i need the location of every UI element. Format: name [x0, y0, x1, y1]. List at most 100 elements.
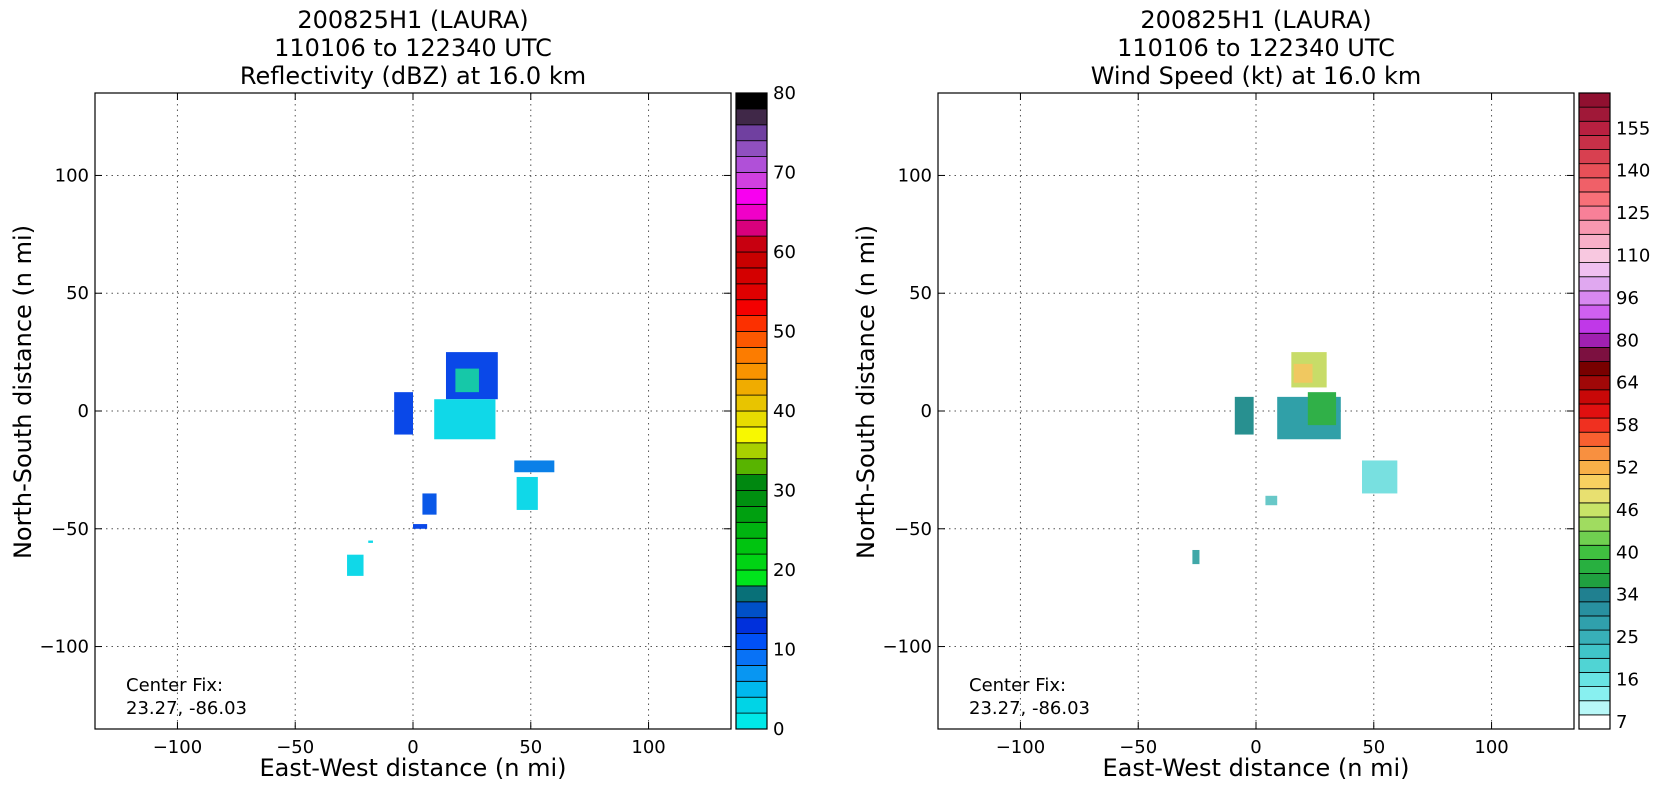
wind-colorbar-bin-32 [1578, 262, 1611, 278]
wind-colorbar-bin-40 [1578, 149, 1611, 165]
reflectivity-colorbar-bin-2 [735, 680, 768, 698]
reflectivity-colorbar-bin-31 [735, 219, 768, 237]
wind-colorbar-tick-label-9: 80 [1616, 330, 1639, 351]
reflectivity-colorbar-bin-5 [735, 633, 768, 650]
reflectivity-echo-region-3 [394, 392, 413, 435]
wind-colorbar-bin-39 [1578, 163, 1611, 179]
wind-colorbar-tick-label-11: 110 [1616, 246, 1650, 267]
wind-x-tick-label-0: −100 [996, 737, 1045, 758]
reflectivity-center-fix-value: 23.27, -86.03 [126, 698, 247, 719]
reflectivity-y-tick-label-1: −50 [51, 519, 89, 540]
reflectivity-colorbar-bin-38 [735, 108, 768, 126]
reflectivity-echo-region-6 [516, 476, 538, 510]
reflectivity-colorbar-bin-15 [735, 474, 768, 491]
reflectivity-colorbar-tick-label-2: 20 [773, 560, 796, 581]
reflectivity-echo-region-2 [434, 399, 496, 440]
wind-colorbar-tick-label-1: 16 [1616, 670, 1639, 691]
wind-colorbar-tick-label-13: 140 [1616, 161, 1650, 182]
reflectivity-colorbar-bin-26 [735, 299, 768, 317]
wind-colorbar-tick-label-8: 64 [1616, 373, 1639, 394]
wind-colorbar-bin-19 [1578, 445, 1611, 461]
reflectivity-plot-area: −100 −50 0 50 100 −100 −50 0 50 100 [40, 92, 732, 758]
wind-colorbar-bin-31 [1578, 276, 1611, 292]
wind-colorbar-bin-2 [1578, 686, 1611, 702]
reflectivity-x-tick-label-4: 100 [631, 737, 665, 758]
reflectivity-y-tick-label-2: 0 [78, 401, 89, 422]
reflectivity-colorbar-bin-10 [735, 553, 768, 571]
wind-echo-region-1 [1293, 363, 1313, 383]
reflectivity-colorbar-tick-label-0: 0 [773, 719, 784, 740]
wind-x-axis-label: East-West distance (n mi) [1102, 754, 1409, 782]
wind-colorbar-bin-18 [1578, 460, 1611, 476]
wind-colorbar-bin-3 [1578, 672, 1611, 688]
reflectivity-colorbar-bin-35 [735, 156, 768, 173]
wind-colorbar-bin-4 [1578, 657, 1611, 673]
reflectivity-colorbar-tick-label-7: 70 [773, 163, 796, 184]
wind-colorbar-bin-28 [1578, 318, 1611, 334]
reflectivity-title-line-2: 110106 to 122340 UTC [274, 34, 552, 62]
wind-colorbar-tick-label-3: 34 [1616, 585, 1639, 606]
wind-colorbar-bin-23 [1578, 389, 1611, 405]
reflectivity-echo-region-4 [422, 493, 437, 515]
wind-colorbar-bin-42 [1578, 120, 1611, 136]
wind-colorbar-tick-label-0: 7 [1616, 712, 1627, 733]
wind-colorbar-bin-22 [1578, 403, 1611, 419]
wind-colorbar-tick-label-7: 58 [1616, 415, 1639, 436]
reflectivity-colorbar-bin-13 [735, 505, 768, 523]
reflectivity-y-tick-label-0: −100 [40, 637, 89, 658]
reflectivity-colorbar-bin-37 [735, 124, 768, 142]
reflectivity-colorbar-tick-label-1: 10 [773, 640, 796, 661]
wind-x-tick-label-3: 50 [1362, 737, 1385, 758]
wind-y-tick-label-1: −50 [894, 519, 932, 540]
wind-y-tick-label-0: −100 [883, 637, 932, 658]
wind-colorbar-tick-label-10: 96 [1616, 288, 1639, 309]
wind-colorbar-bin-24 [1578, 375, 1611, 391]
wind-colorbar-bin-13 [1578, 530, 1611, 546]
wind-colorbar-bin-17 [1578, 474, 1611, 490]
wind-colorbar-bin-20 [1578, 431, 1611, 447]
reflectivity-colorbar-bin-8 [735, 585, 768, 603]
reflectivity-colorbar-bin-23 [735, 346, 768, 364]
reflectivity-colorbar-bin-33 [735, 187, 768, 205]
reflectivity-colorbar-bin-0 [735, 712, 768, 730]
wind-colorbar-bin-29 [1578, 304, 1611, 320]
wind-colorbar-bin-38 [1578, 177, 1611, 193]
wind-colorbar-bin-26 [1578, 346, 1611, 362]
wind-colorbar-bin-12 [1578, 544, 1611, 560]
wind-colorbar-tick-label-6: 52 [1616, 458, 1639, 479]
reflectivity-colorbar-bin-12 [735, 521, 768, 539]
wind-colorbar-bin-1 [1578, 700, 1611, 716]
wind-colorbar-bin-37 [1578, 191, 1611, 207]
reflectivity-colorbar-bin-36 [735, 140, 768, 157]
wind-colorbar-tick-label-5: 46 [1616, 500, 1639, 521]
wind-colorbar-bin-8 [1578, 601, 1611, 617]
wind-echo-region-4 [1234, 396, 1254, 435]
wind-title-line-2: 110106 to 122340 UTC [1117, 34, 1395, 62]
reflectivity-colorbar-bin-14 [735, 490, 768, 507]
wind-colorbar-bin-15 [1578, 502, 1611, 518]
wind-colorbar-bin-27 [1578, 332, 1611, 348]
wind-plot-area: −100 −50 0 50 100 −100 −50 0 50 100 [883, 92, 1575, 758]
reflectivity-x-tick-label-2: 0 [407, 737, 418, 758]
reflectivity-x-tick-label-3: 50 [519, 737, 542, 758]
wind-y-tick-label-2: 0 [921, 401, 932, 422]
reflectivity-colorbar-tick-label-5: 50 [773, 322, 796, 343]
wind-title-line-3: Wind Speed (kt) at 16.0 km [1091, 62, 1422, 90]
wind-colorbar-tick-label-4: 40 [1616, 542, 1639, 563]
reflectivity-colorbar: 0 10 20 30 40 50 60 70 80 [735, 83, 796, 740]
reflectivity-colorbar-frame [735, 92, 768, 730]
reflectivity-colorbar-bin-1 [735, 696, 768, 714]
wind-y-axis-label: North-South distance (n mi) [852, 225, 880, 559]
wind-colorbar-bin-43 [1578, 106, 1611, 122]
reflectivity-colorbar-bin-32 [735, 203, 768, 221]
reflectivity-title-line-3: Reflectivity (dBZ) at 16.0 km [240, 62, 586, 90]
wind-x-tick-label-4: 100 [1474, 737, 1508, 758]
wind-center-fix-value: 23.27, -86.03 [969, 698, 1090, 719]
wind-speed-panel: 200825H1 (LAURA) 110106 to 122340 UTC Wi… [852, 6, 1650, 782]
reflectivity-colorbar-bin-9 [735, 569, 768, 587]
wind-colorbar-bin-7 [1578, 615, 1611, 631]
wind-center-fix-label: Center Fix: [969, 675, 1066, 696]
wind-colorbar-frame [1578, 92, 1611, 730]
wind-colorbar-bin-11 [1578, 559, 1611, 574]
